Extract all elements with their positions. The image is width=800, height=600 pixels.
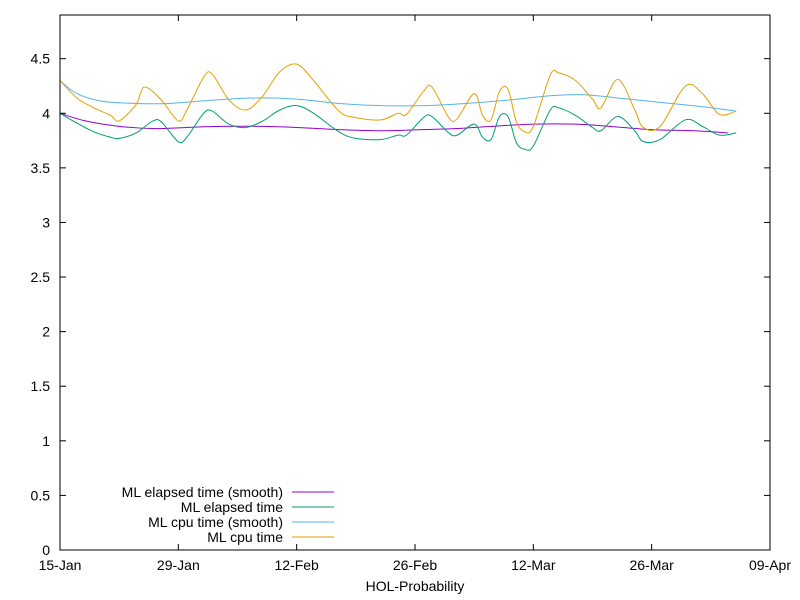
y-tick-label: 2: [42, 324, 50, 340]
x-tick-label: 15-Jan: [39, 557, 82, 573]
series-line-ml-elapsed-time: [59, 105, 737, 151]
series-layer: [59, 63, 737, 151]
y-tick-label: 1.5: [31, 378, 51, 394]
x-tick-label: 29-Jan: [157, 557, 200, 573]
y-tick-label: 2.5: [31, 269, 51, 285]
y-tick-label: 0.5: [31, 487, 51, 503]
x-tick-label: 26-Mar: [629, 557, 674, 573]
x-tick-label: 12-Mar: [511, 557, 556, 573]
y-tick-label: 4: [42, 105, 50, 121]
legend: ML elapsed time (smooth)ML elapsed timeM…: [122, 484, 334, 545]
y-tick-label: 3.5: [31, 160, 51, 176]
ticks-layer: 0 0.5 1 1.5 2 2.5 3 3.5 4 4.5 15-Jan 29-Jan 12-Feb 26…: [31, 15, 791, 573]
series-line-ml-elapsed-time-smooth: [59, 112, 728, 134]
y-tick-label: 4.5: [31, 51, 51, 67]
x-tick-label: 09-Apr: [749, 557, 791, 573]
y-tick-label: 0: [42, 542, 50, 558]
legend-label: ML elapsed time (smooth): [122, 484, 283, 500]
legend-label: ML cpu time: [207, 529, 283, 545]
series-line-ml-cpu-time: [59, 63, 737, 134]
legend-label: ML elapsed time: [181, 499, 283, 515]
y-tick-label: 3: [42, 214, 50, 230]
series-line-ml-cpu-time-smooth: [59, 80, 737, 112]
x-tick-label: 12-Feb: [274, 557, 319, 573]
y-tick-label: 1: [42, 433, 50, 449]
legend-label: ML cpu time (smooth): [148, 514, 283, 530]
x-tick-label: 26-Feb: [393, 557, 438, 573]
x-axis-title: HOL-Probability: [366, 578, 465, 594]
